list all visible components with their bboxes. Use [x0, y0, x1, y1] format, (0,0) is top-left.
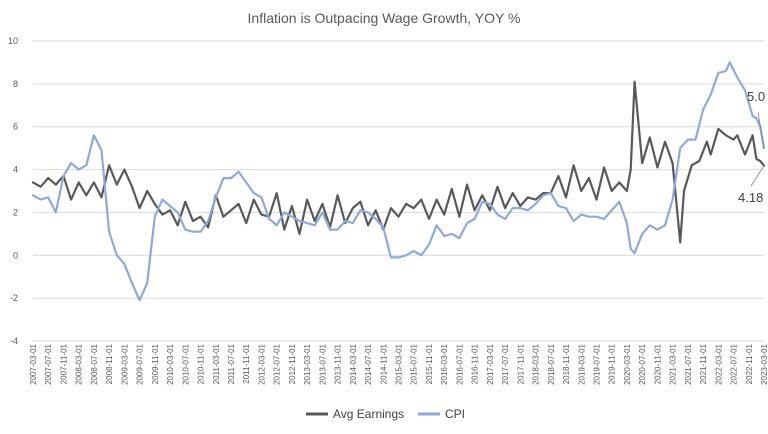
x-tick-label: 2014-11-01: [379, 343, 388, 384]
y-tick-label: 8: [13, 79, 18, 89]
x-tick-label: 2021-07-01: [684, 343, 693, 384]
x-tick-label: 2011-11-01: [242, 343, 251, 383]
x-tick-label: 2016-11-01: [471, 343, 480, 384]
y-tick-label: 10: [8, 36, 18, 46]
x-tick-label: 2014-03-01: [349, 343, 358, 384]
series-line-cpi: [31, 61, 766, 302]
x-tick-label: 2022-07-01: [730, 343, 739, 384]
x-axis-ticks: 2007-03-01 2007-07-01 2007-11-01 2008-03-01…: [29, 343, 768, 384]
x-tick-label: 2016-03-01: [440, 343, 449, 384]
x-tick-label: 2012-07-01: [273, 343, 282, 384]
x-tick-label: 2022-11-01: [745, 343, 754, 384]
y-tick-label: -4: [10, 336, 18, 346]
x-tick-label: 2017-07-01: [501, 343, 510, 384]
gridlines: [33, 40, 764, 342]
x-tick-label: 2015-11-01: [425, 343, 434, 384]
x-tick-label: 2013-11-01: [334, 343, 343, 384]
annotations: 5.0 4.18: [738, 89, 765, 205]
x-tick-label: 2012-11-01: [288, 343, 297, 384]
y-tick-label: 6: [13, 122, 18, 132]
x-tick-label: 2018-03-01: [532, 343, 541, 384]
series-lines: [31, 61, 766, 302]
annotation-leader: [750, 165, 765, 187]
x-tick-label: 2009-11-01: [151, 343, 160, 384]
legend-label: Avg Earnings: [333, 407, 404, 421]
x-tick-label: 2011-03-01: [212, 343, 221, 384]
x-tick-label: 2015-03-01: [395, 343, 404, 384]
x-tick-label: 2008-03-01: [75, 343, 84, 384]
x-tick-label: 2007-11-01: [59, 343, 68, 384]
chart-title: Inflation is Outpacing Wage Growth, YOY …: [248, 10, 521, 26]
x-tick-label: 2007-07-01: [44, 343, 53, 384]
y-tick-label: 2: [13, 207, 18, 217]
x-tick-label: 2011-07-01: [227, 343, 236, 384]
x-tick-label: 2020-11-01: [653, 343, 662, 384]
x-tick-label: 2009-07-01: [136, 343, 145, 384]
x-tick-label: 2010-11-01: [197, 343, 206, 384]
x-tick-label: 2019-11-01: [608, 343, 617, 384]
x-tick-label: 2012-03-01: [257, 343, 266, 384]
x-tick-label: 2007-03-01: [29, 343, 38, 384]
x-tick-label: 2008-07-01: [90, 343, 99, 384]
annotation-label: 5.0: [747, 89, 765, 104]
x-tick-label: 2010-03-01: [166, 343, 175, 384]
x-tick-label: 2015-07-01: [410, 343, 419, 384]
y-tick-label: 4: [13, 165, 18, 175]
x-tick-label: 2013-03-01: [303, 343, 312, 384]
legend-label: CPI: [445, 407, 465, 421]
annotation-label: 4.18: [738, 190, 763, 205]
y-tick-label: 0: [13, 250, 18, 260]
x-tick-label: 2014-07-01: [364, 343, 373, 384]
x-tick-label: 2010-07-01: [181, 343, 190, 384]
y-tick-label: -2: [10, 293, 18, 303]
y-axis-ticks: -4 -2 0 2 4 6 8 10: [8, 36, 18, 346]
x-tick-label: 2013-07-01: [318, 343, 327, 384]
x-tick-label: 2016-07-01: [455, 343, 464, 384]
x-tick-label: 2020-07-01: [638, 343, 647, 384]
x-tick-label: 2019-07-01: [592, 343, 601, 384]
x-tick-label: 2021-11-01: [699, 343, 708, 384]
x-tick-label: 2021-03-01: [669, 343, 678, 384]
legend: Avg Earnings CPI: [306, 407, 465, 421]
x-tick-label: 2017-03-01: [486, 343, 495, 384]
x-tick-label: 2009-03-01: [120, 343, 129, 384]
x-tick-label: 2023-03-01: [760, 343, 768, 384]
x-tick-label: 2017-11-01: [516, 343, 525, 384]
x-tick-label: 2019-03-01: [577, 343, 586, 384]
x-tick-label: 2022-03-01: [714, 343, 723, 384]
x-tick-label: 2020-03-01: [623, 343, 632, 384]
series-line-avg-earnings: [31, 80, 766, 244]
x-tick-label: 2008-11-01: [105, 343, 114, 384]
x-tick-label: 2018-11-01: [562, 343, 571, 384]
x-tick-label: 2018-07-01: [547, 343, 556, 384]
annotation-leader: [757, 111, 765, 149]
